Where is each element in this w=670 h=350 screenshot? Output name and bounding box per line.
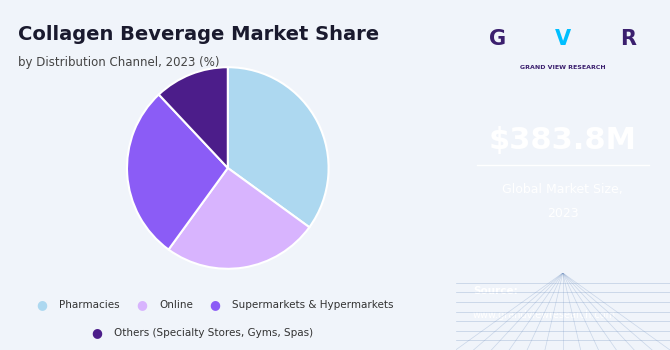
Text: ●: ● [137, 298, 147, 311]
Text: ●: ● [210, 298, 220, 311]
Text: Others (Specialty Stores, Gyms, Spas): Others (Specialty Stores, Gyms, Spas) [114, 328, 313, 337]
Text: G: G [488, 29, 506, 49]
Text: Global Market Size,: Global Market Size, [502, 182, 623, 196]
Text: ●: ● [36, 298, 48, 311]
Text: V: V [555, 29, 571, 49]
Text: 2023: 2023 [547, 207, 579, 220]
Text: www.grandviewresearch.com: www.grandviewresearch.com [473, 310, 616, 320]
Text: by Distribution Channel, 2023 (%): by Distribution Channel, 2023 (%) [18, 56, 220, 69]
Text: Source:: Source: [473, 286, 517, 295]
Wedge shape [127, 94, 228, 250]
Text: Collagen Beverage Market Share: Collagen Beverage Market Share [18, 25, 379, 43]
Text: Online: Online [159, 300, 194, 309]
Text: Pharmacies: Pharmacies [59, 300, 120, 309]
Text: GRAND VIEW RESEARCH: GRAND VIEW RESEARCH [520, 65, 606, 70]
Wedge shape [228, 67, 328, 227]
Text: R: R [620, 29, 636, 49]
Text: $383.8M: $383.8M [489, 126, 636, 154]
Wedge shape [159, 67, 228, 168]
Text: Supermarkets & Hypermarkets: Supermarkets & Hypermarkets [232, 300, 394, 309]
Wedge shape [169, 168, 310, 269]
Text: ●: ● [91, 326, 102, 339]
